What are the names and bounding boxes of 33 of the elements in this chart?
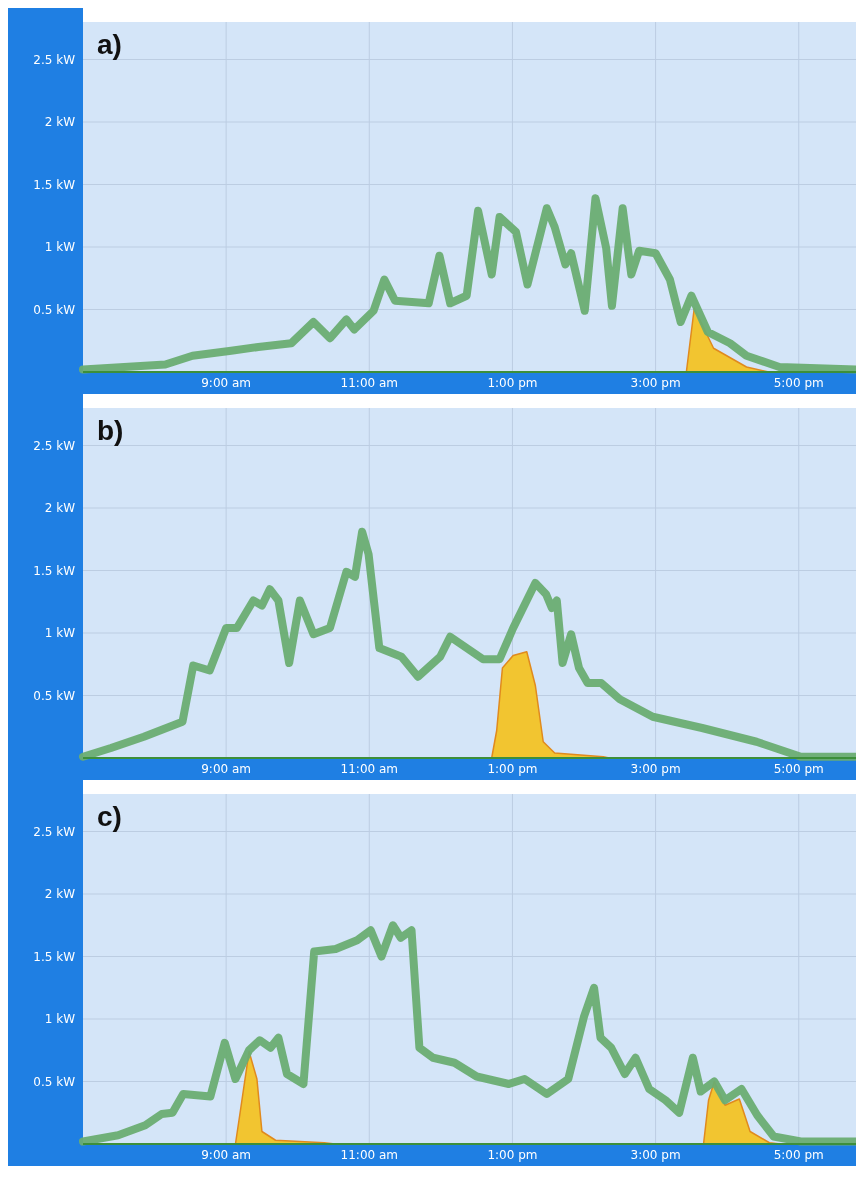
y-tick-label: 1 kW xyxy=(44,626,76,641)
x-tick-label: 3:00 pm xyxy=(630,762,681,777)
x-tick-label: 5:00 pm xyxy=(773,762,824,777)
y-tick-label: 1 kW xyxy=(44,1012,76,1027)
x-tick-label: 9:00 am xyxy=(201,376,252,391)
y-tick-label: 2.5 kW xyxy=(33,438,76,453)
x-tick-label: 3:00 pm xyxy=(630,376,681,391)
x-tick-label: 11:00 am xyxy=(340,762,399,777)
y-tick-label: 0.5 kW xyxy=(33,302,76,317)
x-tick-label: 9:00 am xyxy=(201,1148,252,1163)
y-tick-label: 0.5 kW xyxy=(33,1074,76,1089)
y-tick-label: 1.5 kW xyxy=(33,177,76,192)
x-tick-label: 5:00 pm xyxy=(773,1148,824,1163)
y-tick-label: 2 kW xyxy=(44,887,76,902)
y-tick-label: 1.5 kW xyxy=(33,563,76,578)
chart-title: a) xyxy=(97,29,122,60)
x-tick-label: 11:00 am xyxy=(340,376,399,391)
y-tick-label: 2.5 kW xyxy=(33,52,76,67)
chart-title: c) xyxy=(97,801,122,832)
y-tick-label: 1.5 kW xyxy=(33,949,76,964)
x-tick-label: 1:00 pm xyxy=(487,762,538,777)
x-tick-label: 9:00 am xyxy=(201,762,252,777)
y-tick-label: 0.5 kW xyxy=(33,688,76,703)
x-tick-label: 1:00 pm xyxy=(487,1148,538,1163)
x-tick-label: 1:00 pm xyxy=(487,376,538,391)
x-tick-label: 5:00 pm xyxy=(773,376,824,391)
chart-title: b) xyxy=(97,415,124,446)
y-tick-label: 2 kW xyxy=(44,115,76,130)
y-tick-label: 2.5 kW xyxy=(33,824,76,839)
x-tick-label: 11:00 am xyxy=(340,1148,399,1163)
y-tick-label: 1 kW xyxy=(44,240,76,255)
y-tick-label: 2 kW xyxy=(44,501,76,516)
x-tick-label: 3:00 pm xyxy=(630,1148,681,1163)
